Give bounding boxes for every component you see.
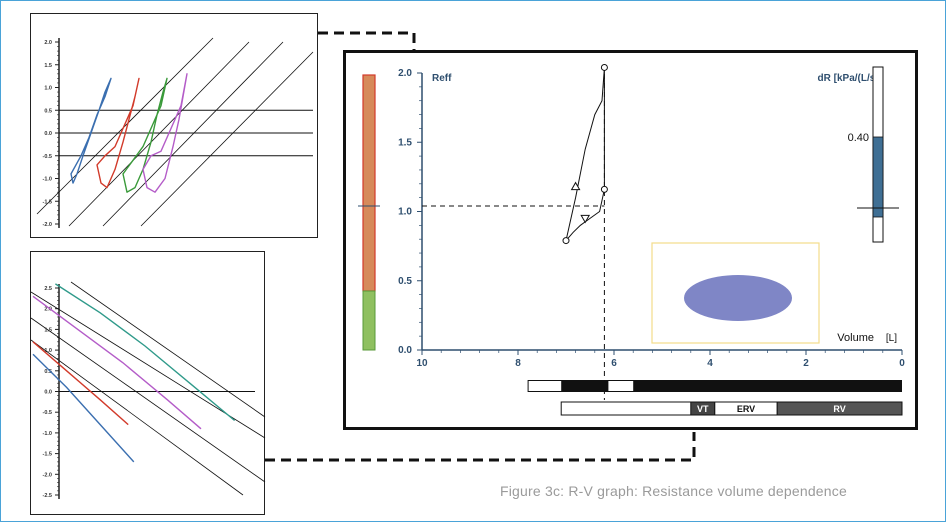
y-tick-label: -1.5	[43, 452, 52, 458]
y-tick-label: 1.5	[44, 63, 52, 69]
loop-chart: 2.0 1.5 1.0 0.5 0.0 -0.5 -1.0 -1.5 -2.0	[36, 37, 314, 228]
y-tick-label: 0.0	[44, 131, 52, 137]
loop-series	[70, 77, 112, 184]
line-series	[32, 295, 202, 430]
x-axis-unit: [L]	[886, 333, 897, 344]
diagonal-line	[68, 41, 250, 227]
loop-series	[122, 77, 168, 193]
volume-bar	[527, 380, 902, 392]
x-tick-label: 10	[416, 358, 428, 369]
loop-series	[96, 77, 140, 189]
line-series	[32, 341, 129, 426]
line-series	[32, 353, 135, 463]
dr-title: dR [kPa/(L/s)]	[818, 73, 882, 84]
segment-rv	[776, 401, 903, 416]
loop-marker-circle	[600, 63, 608, 71]
diagonal-line	[30, 339, 244, 496]
y-tick-label: 0.0	[398, 345, 412, 356]
y-tick-label: -1.0	[43, 431, 52, 437]
line-chart: 2.52.01.51.00.50.0-0.5-1.0-1.5-2.0-2.5	[30, 281, 266, 499]
line-series	[55, 283, 236, 422]
figure-caption: Figure 3c: R-V graph: Resistance volume …	[500, 483, 847, 499]
y-tick-label: 2.5	[44, 286, 52, 292]
rv-graph-panel: 2.0 1.5 1.0 0.5 0.0 10 8 6 4 2 0 Reff dR [kPa/(L/s)]…	[343, 50, 918, 430]
resistance-bar-upper	[362, 74, 376, 292]
loop-series	[142, 73, 188, 193]
connector-bottom	[265, 432, 696, 462]
y-tick-label: 1.5	[398, 137, 412, 148]
loop-marker-circle	[562, 237, 570, 245]
diagonal-line	[70, 281, 266, 418]
x-axis-title: Volume	[837, 332, 874, 344]
breathing-ellipse	[684, 275, 792, 321]
segment-label-rv: RV	[833, 404, 845, 414]
y-tick-label: -2.0	[43, 472, 52, 478]
diagonal-line	[102, 41, 284, 227]
y-tick-label: 2.0	[44, 40, 52, 46]
rv-graph: 2.0 1.5 1.0 0.5 0.0 10 8 6 4 2 0 Reff dR [kPa/(L/s)]…	[358, 63, 905, 416]
y-tick-label: -0.5	[43, 410, 52, 416]
loop-marker-circle	[600, 185, 608, 193]
loop-marker-triangle-up	[570, 181, 581, 191]
y-tick-label: 0.5	[44, 369, 52, 375]
y-axis-title: Reff	[432, 73, 452, 84]
diagonal-line	[36, 37, 214, 215]
loop-marker-triangle-down	[580, 214, 591, 224]
x-tick-label: 2	[803, 358, 809, 369]
y-tick-label: -1.0	[43, 177, 52, 183]
y-tick-label: 1.0	[44, 86, 52, 92]
resistance-bar-lower	[362, 290, 376, 351]
y-tick-label: 1.0	[398, 207, 412, 218]
y-tick-label: 1.0	[44, 348, 52, 354]
resistance-loop	[565, 67, 605, 241]
y-tick-label: 0.0	[44, 390, 52, 396]
dr-value-label: 0.40	[848, 132, 869, 144]
volume-bar-gap-right	[608, 381, 634, 391]
x-tick-label: 4	[707, 358, 713, 369]
y-tick-label: -1.5	[43, 199, 52, 205]
diagonal-line	[140, 51, 314, 227]
dr-bar-fill	[872, 136, 884, 218]
line-chart-panel: 2.52.01.51.00.50.0-0.5-1.0-1.5-2.0-2.5	[30, 251, 266, 515]
x-tick-label: 6	[611, 358, 617, 369]
x-tick-label: 8	[515, 358, 521, 369]
x-tick-label: 0	[899, 358, 905, 369]
y-tick-label: 2.0	[44, 307, 52, 313]
y-tick-label: 0.5	[398, 276, 412, 287]
diagonal-line	[30, 317, 266, 483]
segment-label-erv: ERV	[737, 404, 755, 414]
y-tick-label: 0.5	[44, 108, 52, 114]
segment-label-vt: VT	[697, 404, 709, 414]
y-tick-label: -2.5	[43, 493, 52, 499]
volume-bar-gap-left	[528, 381, 562, 391]
y-tick-label: -2.0	[43, 222, 52, 228]
y-tick-label: -0.5	[43, 154, 52, 160]
y-tick-label: 2.0	[398, 68, 412, 79]
connector-top	[318, 31, 416, 52]
loop-chart-panel: 2.0 1.5 1.0 0.5 0.0 -0.5 -1.0 -1.5 -2.0	[30, 13, 318, 238]
